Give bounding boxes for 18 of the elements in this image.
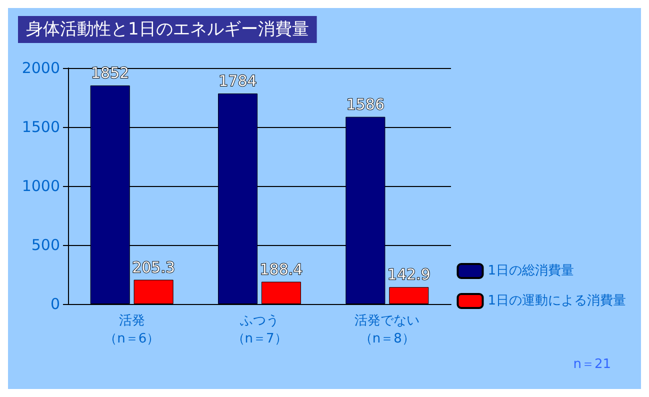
y-tick-label: 1000 [22, 177, 60, 195]
chart-title: 身体活動性と1日のエネルギー消費量 [26, 20, 309, 40]
y-tick-label: 500 [31, 236, 60, 254]
data-label: 1784 [218, 72, 257, 90]
x-tick-label: ふつう（n＝7） [232, 314, 288, 346]
data-label: 1852 [91, 64, 130, 82]
x-tick-label: 活発でない（n＝8） [354, 314, 420, 346]
data-label: 205.3 [132, 258, 176, 276]
y-tick-label: 0 [50, 295, 60, 313]
legend-label: 1日の運動による消費量 [488, 294, 626, 308]
y-tick-label: 1500 [22, 118, 60, 136]
text: n＝21 [573, 357, 611, 372]
legend-label: 1日の総消費量 [488, 264, 574, 278]
y-tick-label: 2000 [22, 59, 60, 77]
x-tick-label: 活発（n＝6） [104, 314, 160, 346]
data-label: 1586 [346, 95, 385, 114]
data-label: 142.9 [387, 266, 430, 284]
data-label: 188.4 [260, 260, 303, 278]
